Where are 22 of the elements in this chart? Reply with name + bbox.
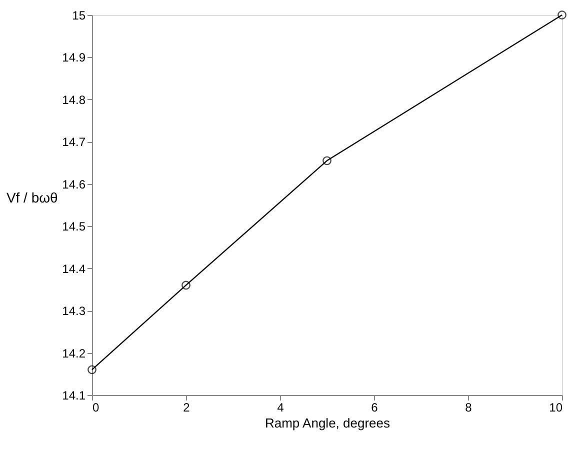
x-tick-label: 10 (549, 400, 563, 414)
y-tick-label: 15 (72, 8, 86, 22)
y-axis-title: Vf / bωθ (6, 190, 58, 206)
y-tick-label: 14.7 (62, 135, 86, 150)
x-tick-label: 8 (465, 400, 472, 414)
x-tick-label: 6 (371, 400, 378, 414)
y-tick-label: 14.5 (62, 220, 86, 234)
y-tick-label: 14.4 (62, 262, 86, 276)
x-tick-label: 4 (277, 400, 284, 414)
y-tick-label: 14.9 (62, 50, 86, 65)
point (322, 156, 332, 166)
y-tick-label: 14.3 (62, 304, 86, 318)
y-tick-label: 14.8 (62, 92, 86, 107)
y-tick-label: 14.1 (62, 388, 86, 402)
point (182, 280, 190, 290)
point (558, 10, 566, 20)
y-tick-label: 14.6 (62, 177, 86, 192)
x-axis-title: Ramp Angle, degrees (264, 416, 391, 430)
y-tick-label: 14.2 (62, 346, 86, 360)
x-tick-label: 0 (92, 400, 100, 414)
x-tick-label: 2 (183, 400, 190, 414)
point (88, 365, 96, 374)
